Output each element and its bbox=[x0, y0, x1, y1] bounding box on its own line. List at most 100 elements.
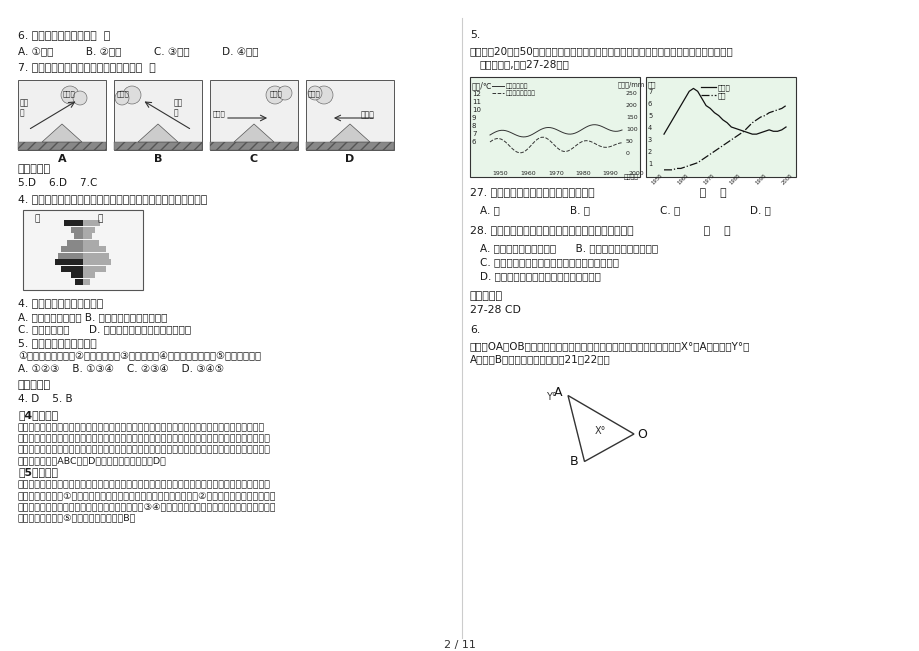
Bar bbox=[645, 77, 795, 177]
Text: 200: 200 bbox=[625, 103, 637, 108]
Text: 2000: 2000 bbox=[629, 171, 644, 176]
Circle shape bbox=[314, 86, 333, 104]
Text: 1990: 1990 bbox=[601, 171, 617, 176]
Text: ①养老服务难以保障②加重就业困难③劳动力短缺④土地养老杯水车薪⑤人口不断增长: ①养老服务难以保障②加重就业困难③劳动力短缺④土地养老杯水车薪⑤人口不断增长 bbox=[18, 351, 261, 361]
Bar bbox=[83, 246, 106, 252]
Text: （右下图）,回答27-28题。: （右下图）,回答27-28题。 bbox=[480, 59, 569, 69]
Bar bbox=[470, 77, 640, 177]
Text: 冷气
团: 冷气 团 bbox=[20, 98, 29, 117]
Bar bbox=[83, 266, 106, 271]
Text: 主，经济落后，不可能位于发达的浙江省沿海地区，应位于我国经济欠发达地区，这里经济落后，医: 主，经济落后，不可能位于发达的浙江省沿海地区，应位于我国经济欠发达地区，这里经济… bbox=[18, 434, 271, 443]
Bar bbox=[62, 246, 83, 252]
Text: 1960: 1960 bbox=[519, 171, 535, 176]
Bar bbox=[71, 272, 83, 278]
Text: A. 冀: A. 冀 bbox=[480, 205, 499, 215]
Text: 气温/℃: 气温/℃ bbox=[471, 81, 492, 90]
Text: （年份）: （年份） bbox=[623, 174, 639, 180]
Text: 250: 250 bbox=[625, 91, 637, 96]
Text: 暖气团: 暖气团 bbox=[360, 110, 374, 119]
Text: 7: 7 bbox=[647, 89, 652, 95]
Circle shape bbox=[278, 86, 291, 100]
Bar bbox=[83, 259, 111, 265]
Text: B. 鄂: B. 鄂 bbox=[570, 205, 589, 215]
Text: 5: 5 bbox=[647, 113, 652, 119]
Text: 参考答案：: 参考答案： bbox=[18, 164, 51, 174]
Text: 疗卫生条件差，由于经济落后，收入低，大量年轻劳动力迁出到发达地区就业，受经济因素影响该地: 疗卫生条件差，由于经济落后，收入低，大量年轻劳动力迁出到发达地区就业，受经济因素… bbox=[18, 445, 271, 454]
Text: 气温变化趋势: 气温变化趋势 bbox=[505, 83, 528, 89]
Text: 100: 100 bbox=[625, 127, 637, 132]
Text: 1965: 1965 bbox=[676, 173, 689, 186]
Text: 玉米: 玉米 bbox=[717, 92, 726, 98]
Bar bbox=[83, 253, 109, 258]
Text: 12: 12 bbox=[471, 91, 481, 97]
Text: A点位于B点东北方。读图，回答21～22题。: A点位于B点东北方。读图，回答21～22题。 bbox=[470, 354, 610, 364]
Text: O: O bbox=[636, 428, 646, 441]
Text: X°: X° bbox=[595, 426, 606, 436]
Text: 1955: 1955 bbox=[651, 173, 664, 186]
Text: 11: 11 bbox=[471, 99, 481, 105]
Bar bbox=[210, 80, 298, 150]
Bar bbox=[23, 210, 142, 290]
Text: C. 春小麦种植向低海拔地区迁移，种植范围缩小: C. 春小麦种植向低海拔地区迁移，种植范围缩小 bbox=[480, 257, 618, 267]
Text: 读图非结合所学的知识，可以得出该村人口迁出比例大，以中青年劳动力为主，当地劳动力短缺，养: 读图非结合所学的知识，可以得出该村人口迁出比例大，以中青年劳动力为主，当地劳动力… bbox=[18, 480, 271, 489]
Text: 8: 8 bbox=[471, 123, 476, 129]
Circle shape bbox=[61, 86, 79, 104]
Text: 1985: 1985 bbox=[728, 173, 742, 186]
Circle shape bbox=[115, 91, 129, 105]
Text: 春小麦: 春小麦 bbox=[717, 84, 730, 90]
Text: 7. 下列最有利于驱散雾霾的天气系统是（  ）: 7. 下列最有利于驱散雾霾的天气系统是（ ） bbox=[18, 62, 155, 72]
Text: 年降水量变化趋势: 年降水量变化趋势 bbox=[505, 90, 536, 96]
Bar bbox=[83, 220, 100, 226]
Text: 缓慢甚至负增长，⑤错。据此分析本题选B。: 缓慢甚至负增长，⑤错。据此分析本题选B。 bbox=[18, 513, 136, 522]
Text: A: A bbox=[58, 154, 66, 164]
Text: 从事农业生产的劳动力不足，土地养老杯水车薪，③④对：由于大量劳动力迁出，导致该地人口增长: 从事农业生产的劳动力不足，土地养老杯水车薪，③④对：由于大量劳动力迁出，导致该地… bbox=[18, 502, 277, 511]
Text: 27-28 CD: 27-28 CD bbox=[470, 305, 520, 315]
Bar bbox=[83, 240, 98, 245]
Text: 降水量/mm: 降水量/mm bbox=[618, 81, 644, 88]
Text: 6. 雾霾天气时，右图中（  ）: 6. 雾霾天气时，右图中（ ） bbox=[18, 30, 110, 40]
Text: 6.: 6. bbox=[470, 325, 480, 335]
Text: B: B bbox=[570, 455, 578, 468]
Circle shape bbox=[266, 86, 284, 104]
Circle shape bbox=[73, 91, 87, 105]
Text: 【5题详析】: 【5题详析】 bbox=[18, 467, 58, 477]
Text: C. 甘: C. 甘 bbox=[659, 205, 679, 215]
Text: 女: 女 bbox=[98, 214, 103, 223]
Text: 1950: 1950 bbox=[492, 171, 507, 176]
Text: 28. 该地区气候变化对农业生产的影响，叙述正确的是                    （    ）: 28. 该地区气候变化对农业生产的影响，叙述正确的是 （ ） bbox=[470, 225, 730, 235]
Text: 27. 此流域可能位于我国哪个省级行政区                              （    ）: 27. 此流域可能位于我国哪个省级行政区 （ ） bbox=[470, 187, 726, 197]
Text: 6: 6 bbox=[471, 139, 476, 145]
Text: 【4题详析】: 【4题详析】 bbox=[18, 410, 58, 420]
Text: 1980: 1980 bbox=[574, 171, 590, 176]
Bar bbox=[306, 80, 393, 150]
Text: 暖气团: 暖气团 bbox=[117, 90, 130, 96]
Polygon shape bbox=[330, 124, 369, 142]
Bar bbox=[74, 233, 83, 239]
Circle shape bbox=[123, 86, 141, 104]
Circle shape bbox=[308, 86, 322, 100]
Text: 参考答案：: 参考答案： bbox=[470, 291, 503, 301]
Text: C. 性别比例失调      D. 受经济因素影响，人口迁移率高: C. 性别比例失调 D. 受经济因素影响，人口迁移率高 bbox=[18, 324, 191, 334]
Text: 0: 0 bbox=[625, 151, 630, 156]
Text: 如图，OA、OB为不同经线，假设此日刚好出现极昼现象的纬线纬度值为X°，A点纬度为Y°，: 如图，OA、OB为不同经线，假设此日刚好出现极昼现象的纬线纬度值为X°，A点纬度… bbox=[470, 341, 750, 351]
Bar bbox=[114, 80, 202, 150]
Text: 4. D    5. B: 4. D 5. B bbox=[18, 394, 73, 404]
Text: A. 位于我国东部地区 B. 有大量外来人口涌入该村: A. 位于我国东部地区 B. 有大量外来人口涌入该村 bbox=[18, 312, 167, 322]
Text: 暖气团: 暖气团 bbox=[62, 90, 75, 96]
Text: A. 农作物种植总面积缩小      B. 农作物品种发生明显变化: A. 农作物种植总面积缩小 B. 农作物品种发生明显变化 bbox=[480, 243, 657, 253]
Text: 2005: 2005 bbox=[780, 173, 793, 186]
Text: B: B bbox=[153, 154, 162, 164]
Text: 150: 150 bbox=[625, 115, 637, 120]
Bar bbox=[83, 272, 96, 278]
Bar bbox=[75, 279, 83, 284]
Bar bbox=[62, 266, 83, 271]
Text: 冷气
团: 冷气 团 bbox=[174, 98, 183, 117]
Text: 5. 该村可能面临的问题有: 5. 该村可能面临的问题有 bbox=[18, 338, 96, 348]
Text: D: D bbox=[345, 154, 354, 164]
Text: A. ①减弱          B. ②减弱          C. ③增强          D. ④增强: A. ①减弱 B. ②减弱 C. ③增强 D. ④增强 bbox=[18, 46, 258, 56]
Bar bbox=[55, 259, 83, 265]
Text: D. 吉: D. 吉 bbox=[749, 205, 770, 215]
Text: 1970: 1970 bbox=[548, 171, 563, 176]
Bar bbox=[64, 220, 83, 226]
Text: A. ①②③    B. ①③④    C. ②③④    D. ③④⑤: A. ①②③ B. ①③④ C. ②③④ D. ③④⑤ bbox=[18, 364, 223, 374]
